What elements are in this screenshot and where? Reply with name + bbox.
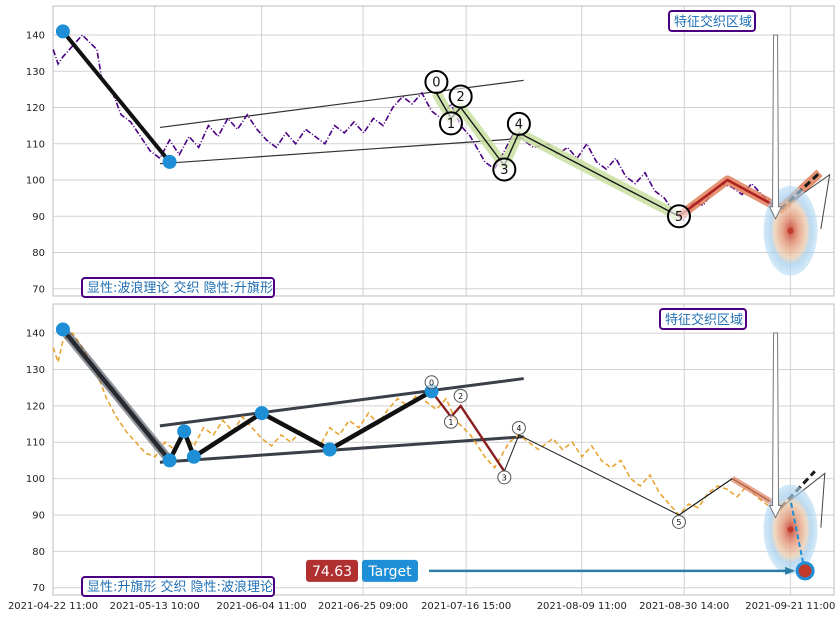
zone-arrow	[768, 34, 783, 220]
channel-line	[159, 377, 524, 428]
pattern-first-leg	[59, 326, 174, 464]
feature-zone-center	[787, 227, 794, 234]
pivot-point	[55, 322, 70, 337]
label-box-frame	[81, 277, 275, 298]
target-value-badge	[306, 559, 358, 582]
wave-label-circle	[438, 111, 463, 136]
label-box-frame	[81, 576, 275, 597]
pivot-point	[55, 24, 70, 39]
wave-label-circle	[424, 70, 449, 94]
x-tick-label: 2021-04-22 11:00	[8, 601, 98, 612]
feature-zone-center	[787, 526, 794, 533]
wave-label: 3	[500, 163, 508, 178]
y-tick-label: 110	[26, 139, 45, 150]
wave-label: 0	[429, 378, 434, 387]
wave-label-circle	[424, 375, 439, 390]
wave-label: 3	[502, 473, 507, 482]
pivot-point	[186, 449, 201, 464]
pivot-point	[177, 424, 192, 439]
y-tick-label: 90	[32, 212, 45, 223]
y-tick-label: 130	[26, 67, 45, 78]
wave-label-circle	[671, 514, 686, 529]
y-tick-label: 90	[32, 510, 45, 521]
pattern-label-box: 显性:波浪理论 交织 隐性:升旗形	[81, 277, 275, 298]
panel-top: 70 80 90 100 110 120 130 140 0 12 3 4 5 显性:波浪理论 交织 隐性…	[26, 5, 835, 298]
y-tick-label: 100	[26, 176, 45, 187]
pivot-point	[254, 406, 269, 421]
zone-title-frame	[659, 308, 747, 330]
wave-label-circle	[453, 388, 468, 403]
y-tick-label: 80	[32, 547, 45, 558]
x-tick-label: 2021-06-25 09:00	[318, 601, 408, 612]
zone-title-text: 特征交织区域	[674, 14, 752, 30]
target-label-text: Target	[367, 564, 412, 580]
pattern-line	[61, 30, 172, 164]
y-tick-label: 120	[26, 103, 45, 114]
wave-label-circle	[443, 414, 458, 429]
y-tick-label: 130	[26, 365, 45, 376]
y-tick-label: 140	[26, 329, 45, 340]
zone-title-box: 特征交织区域	[668, 10, 756, 32]
wave-label: 2	[458, 392, 463, 401]
wave-label-circle	[666, 204, 691, 229]
wave-label: 0	[432, 76, 440, 91]
zone-title-box: 特征交织区域	[659, 308, 747, 330]
wave-label: 4	[515, 117, 523, 132]
y-tick-label: 70	[32, 284, 45, 295]
target-path-line	[678, 178, 782, 218]
channel-line	[159, 137, 524, 165]
pivot-point	[162, 154, 177, 169]
wave-label-circle	[506, 111, 531, 136]
wave-label: 1	[447, 117, 455, 132]
plot-frame	[52, 5, 835, 297]
target-value-text: 74.63	[312, 564, 352, 580]
wave-label: 5	[676, 518, 681, 527]
zone-title-frame	[668, 10, 756, 32]
price-series-line	[52, 331, 786, 517]
wave-line-red	[430, 390, 506, 472]
x-tick-label: 2021-08-09 11:00	[537, 601, 627, 612]
y-tick-label: 140	[26, 31, 45, 42]
target-drop-line	[790, 502, 805, 564]
wave-label: 5	[675, 210, 683, 225]
pivot-point	[322, 442, 337, 457]
y-tick-label: 100	[26, 474, 45, 485]
x-tick-label: 2021-05-13 10:00	[110, 601, 200, 612]
label-box-text: 显性:升旗形 交织 隐性:波浪理论	[87, 579, 273, 595]
y-tick-label: 80	[32, 248, 45, 259]
target-label-badge	[362, 559, 418, 582]
label-box-text: 显性:波浪理论 交织 隐性:升旗形	[87, 280, 273, 296]
x-tick-label: 2021-08-30 14:00	[639, 601, 729, 612]
wave-label-circle	[448, 84, 473, 109]
x-tick-label: 2021-06-04 11:00	[217, 601, 307, 612]
plot-frame	[52, 303, 835, 596]
zone-title-text: 特征交织区域	[665, 312, 743, 328]
pivot-point	[162, 453, 177, 468]
target-arrowhead	[785, 566, 796, 575]
wave-label: 4	[516, 424, 521, 433]
pattern-label-box: 显性:升旗形 交织 隐性:波浪理论	[81, 576, 275, 597]
price-series-line	[52, 33, 791, 222]
zone-arrow	[768, 332, 783, 519]
wave-label: 2	[457, 90, 465, 105]
wave-label-circle	[497, 470, 512, 485]
x-tick-label: 2021-07-16 15:00	[421, 601, 511, 612]
y-tick-label: 70	[32, 583, 45, 594]
channel-line	[159, 435, 524, 464]
y-tick-label: 110	[26, 438, 45, 449]
wave-label-circle	[511, 420, 526, 435]
wave-label-circle	[492, 157, 517, 182]
wave-label: 1	[448, 418, 453, 427]
x-tick-label: 2021-09-21 11:00	[745, 601, 835, 612]
y-tick-label: 120	[26, 401, 45, 412]
target-point	[795, 561, 815, 581]
